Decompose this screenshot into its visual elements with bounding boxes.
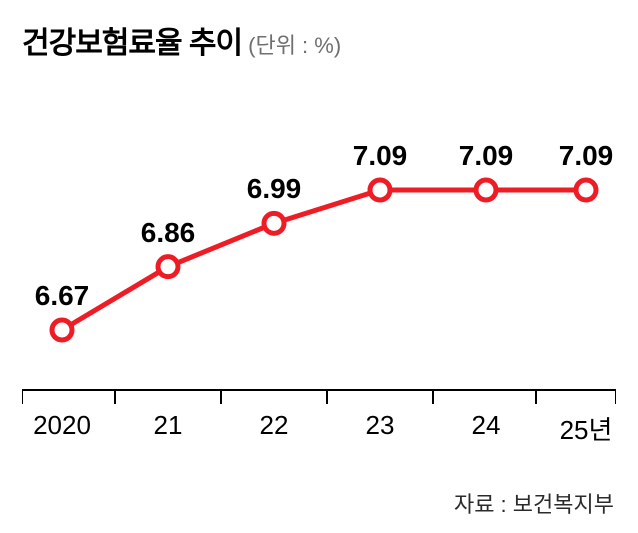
chart-title: 건강보험료율 추이 (22, 18, 242, 62)
value-label: 7.09 (353, 140, 408, 172)
value-label: 6.99 (247, 173, 302, 205)
value-label: 6.67 (35, 280, 90, 312)
trend-line (62, 190, 586, 330)
data-point (576, 180, 596, 200)
data-point (476, 180, 496, 200)
x-tick-label: 2020 (17, 410, 107, 441)
value-label: 7.09 (459, 140, 514, 172)
x-tick-label: 24 (441, 410, 531, 441)
value-label: 7.09 (559, 140, 614, 172)
data-point (264, 213, 284, 233)
x-tick-label: 21 (123, 410, 213, 441)
value-label: 6.86 (141, 217, 196, 249)
data-point (52, 320, 72, 340)
x-tick-label: 22 (229, 410, 319, 441)
data-point (158, 257, 178, 277)
line-chart-svg (22, 90, 616, 450)
title-row: 건강보험료율 추이 (단위 : %) (22, 18, 341, 62)
chart-unit: (단위 : %) (248, 28, 341, 60)
x-tick-label: 25년 (541, 410, 631, 447)
chart-area: 6.676.866.997.097.097.0920202122232425년 (22, 90, 616, 450)
data-point (370, 180, 390, 200)
x-tick-label: 23 (335, 410, 425, 441)
source-label: 자료 : 보건복지부 (454, 487, 614, 519)
